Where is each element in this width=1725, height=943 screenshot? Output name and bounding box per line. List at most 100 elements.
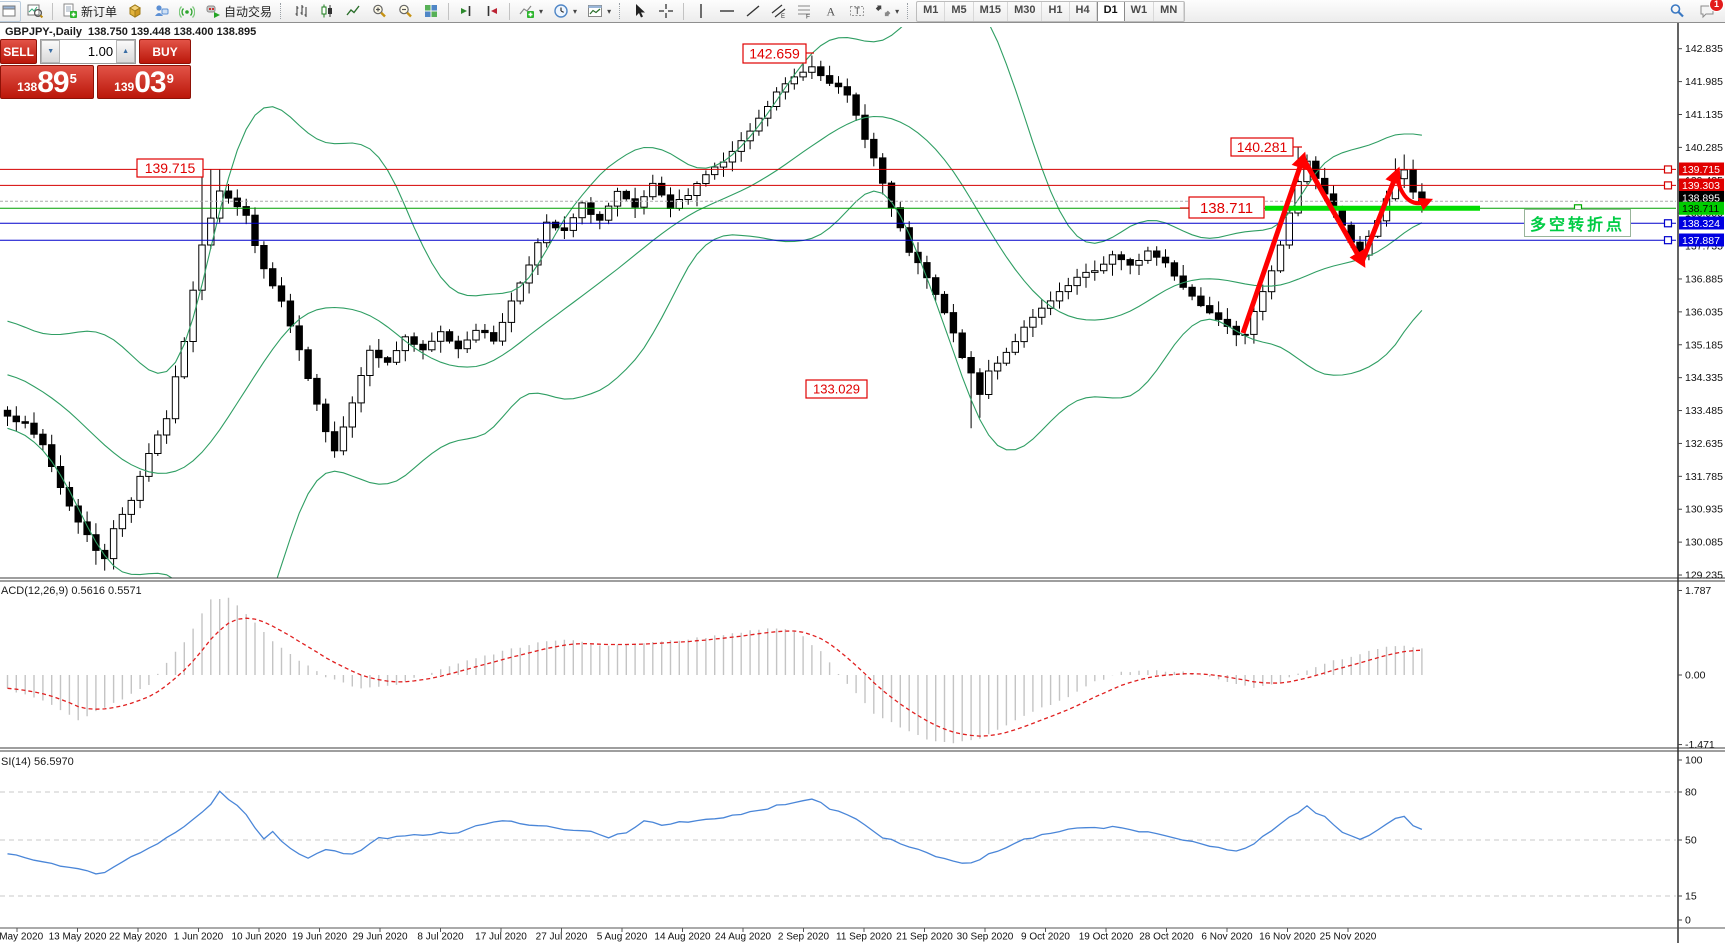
candle: [879, 157, 887, 184]
trendline-tool[interactable]: [741, 1, 765, 22]
chart-window-icon[interactable]: [23, 1, 47, 22]
date-label: 1 Jun 2020: [174, 932, 224, 943]
candle: [171, 376, 180, 420]
svg-text:T: T: [855, 6, 861, 16]
zoom-in-icon[interactable]: [367, 1, 391, 22]
vertical-line-tool[interactable]: [689, 1, 713, 22]
price-callout-box: [805, 379, 868, 399]
candle: [162, 418, 171, 436]
candle: [48, 444, 56, 468]
notifications-chat-icon[interactable]: 1: [1695, 0, 1724, 22]
bar-chart-icon[interactable]: [289, 1, 313, 22]
date-label: 16 Nov 2020: [1259, 932, 1316, 943]
candle: [604, 205, 613, 221]
chevron-down-icon: ▾: [539, 6, 544, 16]
price-tick-label: 140.285: [1685, 142, 1723, 154]
candle: [569, 217, 577, 231]
buy-button[interactable]: BUY: [139, 39, 192, 64]
candle: [366, 349, 374, 376]
candle: [109, 528, 118, 560]
candle: [1161, 256, 1170, 264]
price-callout-text: 142.659: [749, 46, 800, 62]
tf-button-m15[interactable]: M15: [974, 1, 1009, 21]
volume-decrease-button[interactable]: ▼: [41, 40, 61, 63]
sell-price-main: 89: [37, 66, 69, 99]
candle: [498, 321, 507, 342]
line-chart-icon[interactable]: [341, 1, 365, 22]
community-icon[interactable]: [149, 1, 173, 22]
rsi-line: [7, 790, 1423, 875]
fibonacci-tool[interactable]: F: [793, 1, 817, 22]
date-label: 28 Oct 2020: [1139, 932, 1194, 943]
tf-button-w1[interactable]: W1: [1125, 1, 1155, 21]
tf-button-h4[interactable]: H4: [1070, 1, 1097, 21]
one-click-trade-panel: SELL ▼ ▲ BUY 138 89 5 139 03 9: [0, 39, 192, 99]
date-label: 5 Aug 2020: [597, 932, 648, 943]
search-icon[interactable]: [1665, 1, 1689, 22]
templates-button[interactable]: ▾: [583, 1, 615, 22]
annotation-turning-point-text[interactable]: 多空转折点: [1524, 209, 1632, 237]
candle: [1020, 326, 1028, 343]
candle: [1276, 244, 1285, 272]
candle: [1011, 341, 1019, 353]
sell-button[interactable]: SELL: [0, 39, 38, 64]
crosshair-tool[interactable]: [654, 1, 678, 22]
sell-price-display[interactable]: 138 89 5: [0, 65, 94, 99]
market-icon[interactable]: [123, 1, 147, 22]
candle: [1108, 254, 1117, 265]
tf-button-h1[interactable]: H1: [1042, 1, 1070, 21]
autotrading-button[interactable]: 自动交易: [201, 1, 276, 22]
candle: [949, 312, 958, 334]
candle: [154, 434, 162, 454]
macd-tick-label: -1.471: [1685, 739, 1715, 751]
candle: [304, 349, 312, 379]
line-handle: [1663, 219, 1673, 228]
symbol-name: GBPJPY-,Daily: [5, 26, 83, 38]
date-label: 29 Jun 2020: [352, 932, 407, 943]
rsi-tick-label: 0: [1685, 915, 1691, 927]
candle: [330, 431, 339, 452]
notification-badge: 1: [1709, 0, 1724, 12]
chart-shift-icon[interactable]: [480, 1, 504, 22]
date-label: 10 Jun 2020: [231, 932, 286, 943]
volume-input[interactable]: [60, 40, 117, 63]
tf-button-mn[interactable]: MN: [1154, 1, 1185, 21]
tf-button-m30[interactable]: M30: [1008, 1, 1043, 21]
arrows-tool[interactable]: ▾: [871, 1, 903, 22]
tf-button-d1[interactable]: D1: [1096, 1, 1125, 21]
auto-scroll-icon[interactable]: [454, 1, 478, 22]
volume-increase-button[interactable]: ▲: [116, 40, 136, 63]
tf-button-m1[interactable]: M1: [917, 1, 946, 21]
chevron-down-icon: ▾: [573, 6, 578, 16]
macd-values: 0.5616 0.5571: [71, 585, 142, 597]
candle: [286, 300, 295, 327]
periods-button[interactable]: ▾: [549, 1, 581, 22]
buy-price-display[interactable]: 139 03 9: [97, 65, 191, 99]
date-label: 6 Nov 2020: [1201, 932, 1253, 943]
tf-button-m5[interactable]: M5: [945, 1, 974, 21]
candlestick-chart-icon[interactable]: [315, 1, 339, 22]
text-tool[interactable]: A: [819, 1, 843, 22]
candle: [808, 66, 816, 73]
candle: [1038, 307, 1046, 318]
candle: [843, 86, 851, 96]
candle: [410, 336, 418, 345]
horizontal-line-tool[interactable]: [715, 1, 739, 22]
signals-icon[interactable]: [175, 1, 199, 22]
new-order-button[interactable]: 新订单: [58, 1, 121, 22]
cursor-tool[interactable]: [628, 1, 652, 22]
text-label-tool[interactable]: T: [845, 1, 869, 22]
candle: [1073, 276, 1081, 287]
candle: [322, 403, 330, 433]
candle: [1170, 262, 1179, 277]
zoom-out-icon[interactable]: [393, 1, 417, 22]
tile-windows-icon[interactable]: [419, 1, 443, 22]
channel-tool[interactable]: E: [767, 1, 791, 22]
window-icon[interactable]: [0, 0, 21, 22]
rsi-values: 56.5970: [34, 756, 74, 768]
indicators-button[interactable]: ▾: [515, 1, 547, 22]
price-tick-label: 141.985: [1685, 76, 1723, 88]
chevron-down-icon: ▾: [607, 6, 612, 16]
candle: [216, 190, 224, 219]
